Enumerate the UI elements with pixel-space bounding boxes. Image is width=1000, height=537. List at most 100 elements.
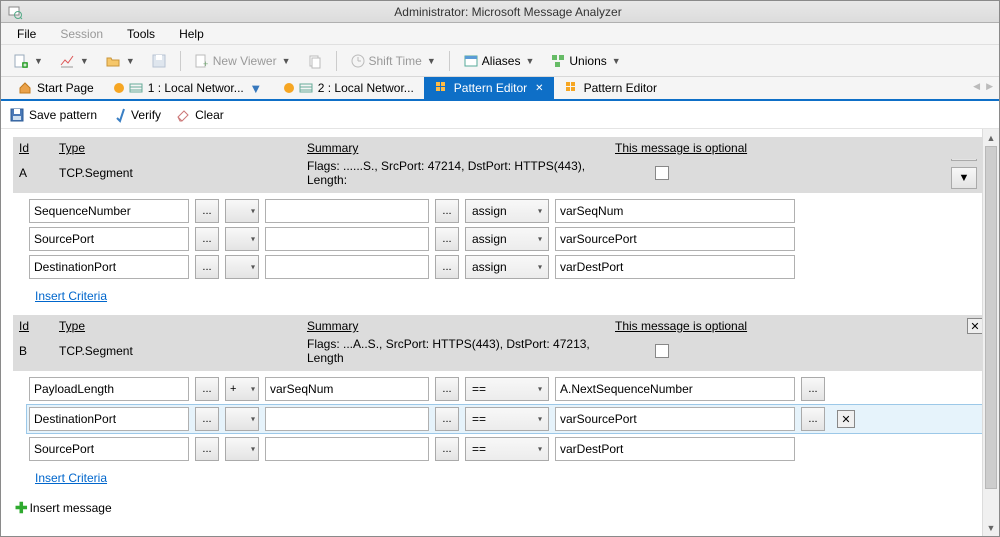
chart-icon — [59, 53, 75, 69]
tab-1-local-networ[interactable]: 1 : Local Networ... ▼ — [104, 77, 274, 99]
field-name-input[interactable] — [29, 407, 189, 431]
new-session-button[interactable]: ▼ — [7, 49, 49, 73]
chevron-down-icon: ▼ — [427, 56, 436, 66]
remove-criteria-button[interactable]: ✕ — [837, 410, 855, 428]
unions-label: Unions — [569, 54, 606, 68]
browse-left-button[interactable]: ... — [435, 437, 459, 461]
close-message-button[interactable]: ✕ — [967, 318, 983, 334]
scroll-down-button[interactable]: ▼ — [983, 519, 999, 536]
browse-left-button[interactable]: ... — [435, 199, 459, 223]
left-value-input[interactable] — [265, 255, 429, 279]
field-name-input[interactable] — [29, 255, 189, 279]
scrollbar-vertical[interactable]: ▲ ▼ — [982, 129, 999, 536]
operator-select[interactable] — [225, 255, 259, 279]
clock-icon — [350, 53, 366, 69]
save-pattern-button[interactable]: Save pattern — [9, 107, 97, 123]
clear-button[interactable]: Clear — [175, 107, 224, 123]
save-button[interactable] — [145, 49, 173, 73]
browse-left-button[interactable]: ... — [435, 407, 459, 431]
browse-field-button[interactable]: ... — [195, 377, 219, 401]
filter-icon: ▼ — [248, 80, 264, 96]
browse-field-button[interactable]: ... — [195, 437, 219, 461]
tab-2-local-networ[interactable]: 2 : Local Networ... — [274, 77, 424, 99]
content-area: ▲ ▼ Id Type Summary This message is opti… — [1, 129, 999, 536]
new-viewer-button[interactable]: + New Viewer ▼ — [188, 49, 297, 73]
comparison-select[interactable]: == — [465, 377, 549, 401]
unions-button[interactable]: Unions ▼ — [544, 49, 626, 73]
plus-icon: ✚ — [15, 499, 28, 517]
clear-label: Clear — [195, 108, 224, 122]
browse-field-button[interactable]: ... — [195, 199, 219, 223]
tab-pattern-editor[interactable]: Pattern Editor — [554, 77, 667, 99]
menu-file[interactable]: File — [7, 25, 46, 43]
col-optional: This message is optional — [615, 319, 747, 333]
browse-left-button[interactable]: ... — [435, 227, 459, 251]
insert-criteria-link[interactable]: Insert Criteria — [35, 471, 107, 485]
right-value-input[interactable] — [555, 407, 795, 431]
optional-checkbox[interactable] — [655, 166, 669, 180]
comparison-select[interactable]: assign — [465, 255, 549, 279]
right-value-input[interactable] — [555, 255, 795, 279]
scroll-track[interactable] — [983, 146, 999, 519]
tab-left-arrow[interactable]: ◀ — [973, 81, 980, 92]
message-values: A TCP.Segment Flags: ......S., SrcPort: … — [13, 159, 987, 193]
dot-icon — [114, 83, 124, 93]
verify-button[interactable]: Verify — [111, 107, 161, 123]
field-name-input[interactable] — [29, 437, 189, 461]
field-name-input[interactable] — [29, 377, 189, 401]
operator-select[interactable] — [225, 407, 259, 431]
comparison-select[interactable]: assign — [465, 227, 549, 251]
save-icon — [9, 107, 25, 123]
browse-field-button[interactable]: ... — [195, 407, 219, 431]
comparison-select[interactable]: == — [465, 407, 549, 431]
right-value-input[interactable] — [555, 199, 795, 223]
browse-left-button[interactable]: ... — [435, 377, 459, 401]
field-name-input[interactable] — [29, 199, 189, 223]
optional-checkbox[interactable] — [655, 344, 669, 358]
comparison-select[interactable]: assign — [465, 199, 549, 223]
right-value-input[interactable] — [555, 227, 795, 251]
insert-message-label: Insert message — [30, 501, 112, 515]
browse-left-button[interactable]: ... — [435, 255, 459, 279]
left-value-input[interactable] — [265, 437, 429, 461]
left-value-input[interactable] — [265, 407, 429, 431]
insert-criteria-link[interactable]: Insert Criteria — [35, 289, 107, 303]
browse-right-button[interactable]: ... — [801, 377, 825, 401]
tab-start-page[interactable]: Start Page — [7, 77, 104, 99]
open-button[interactable]: ▼ — [99, 49, 141, 73]
tab-right-arrow[interactable]: ▶ — [986, 81, 993, 92]
left-value-input[interactable] — [265, 377, 429, 401]
tab-label: Start Page — [37, 81, 94, 95]
browse-right-button[interactable]: ... — [801, 407, 825, 431]
browse-field-button[interactable]: ... — [195, 255, 219, 279]
operator-select[interactable] — [225, 227, 259, 251]
shift-time-button[interactable]: Shift Time ▼ — [344, 49, 442, 73]
insert-message-button[interactable]: ✚ Insert message — [15, 499, 112, 517]
message-block-a: Id Type Summary This message is optional… — [13, 137, 987, 307]
left-value-input[interactable] — [265, 227, 429, 251]
right-value-input[interactable] — [555, 437, 795, 461]
move-down-button[interactable]: ▼ — [951, 167, 977, 189]
tab-close-button[interactable]: ✕ — [535, 83, 543, 94]
aliases-button[interactable]: Aliases ▼ — [457, 49, 541, 73]
comparison-select[interactable]: == — [465, 437, 549, 461]
tab-pattern-editor-active[interactable]: Pattern Editor ✕ — [424, 77, 554, 99]
menu-help[interactable]: Help — [169, 25, 214, 43]
browse-field-button[interactable]: ... — [195, 227, 219, 251]
separator — [180, 51, 181, 71]
copy-button[interactable] — [301, 49, 329, 73]
chart-button[interactable]: ▼ — [53, 49, 95, 73]
operator-select[interactable] — [225, 437, 259, 461]
scroll-up-button[interactable]: ▲ — [983, 129, 999, 146]
operator-select[interactable]: + — [225, 377, 259, 401]
pattern-icon — [434, 80, 450, 96]
operator-select[interactable] — [225, 199, 259, 223]
menu-session[interactable]: Session — [50, 25, 113, 43]
right-value-input[interactable] — [555, 377, 795, 401]
field-name-input[interactable] — [29, 227, 189, 251]
criteria-list: ......assign......assign......assign — [29, 199, 987, 279]
scroll-thumb[interactable] — [985, 146, 997, 489]
menu-tools[interactable]: Tools — [117, 25, 165, 43]
msg-summary: Flags: ...A..S., SrcPort: HTTPS(443), Ds… — [307, 337, 615, 365]
left-value-input[interactable] — [265, 199, 429, 223]
